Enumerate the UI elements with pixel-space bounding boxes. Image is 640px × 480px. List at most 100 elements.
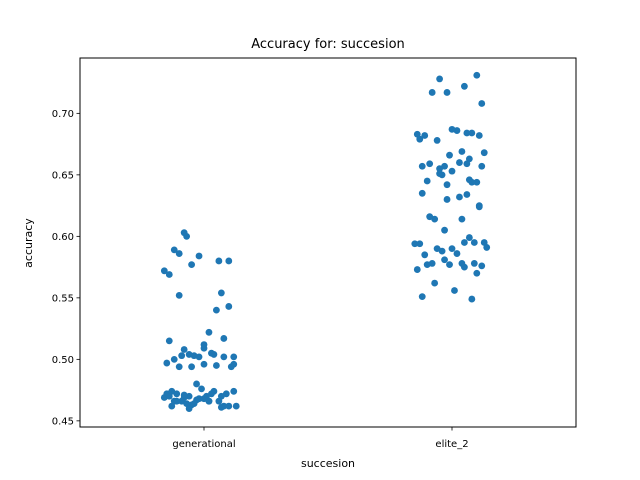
data-point-elite_2 [463, 129, 471, 137]
data-point-generational [225, 303, 233, 310]
data-point-generational [175, 291, 183, 299]
data-point-elite_2 [441, 226, 448, 234]
data-point-elite_2 [436, 165, 443, 173]
data-point-generational [175, 363, 183, 371]
data-point-generational [195, 252, 203, 260]
data-point-elite_2 [448, 125, 456, 133]
data-point-generational [165, 337, 173, 345]
data-point-elite_2 [483, 244, 491, 251]
data-point-generational [180, 391, 188, 399]
data-point-elite_2 [468, 129, 476, 137]
data-point-elite_2 [443, 181, 451, 189]
data-point-elite_2 [458, 148, 466, 155]
data-point-elite_2 [456, 193, 463, 201]
data-point-elite_2 [473, 71, 481, 79]
chart-title: Accuracy for: succesion [251, 37, 405, 52]
data-point-generational [213, 306, 220, 314]
data-point-generational [160, 267, 168, 275]
data-point-elite_2 [475, 132, 483, 139]
data-point-generational [173, 397, 181, 405]
data-point-generational [230, 387, 238, 395]
data-point-generational [200, 360, 208, 368]
data-point-generational [200, 344, 208, 352]
data-point-generational [232, 402, 240, 410]
data-point-elite_2 [478, 162, 486, 170]
data-point-elite_2 [463, 191, 471, 198]
data-point-elite_2 [426, 160, 434, 168]
data-point-generational [170, 355, 178, 363]
data-point-generational [190, 352, 198, 360]
data-point-elite_2 [465, 155, 473, 163]
data-points [160, 71, 491, 412]
data-point-elite_2 [448, 167, 456, 175]
data-point-elite_2 [416, 135, 424, 143]
plot-frame [79, 57, 577, 428]
data-point-generational [188, 363, 196, 371]
data-point-elite_2 [461, 82, 468, 90]
data-point-generational [220, 353, 228, 361]
x-axis: generational elite_2 [172, 427, 469, 450]
data-point-elite_2 [441, 256, 448, 264]
y-tick-label: 0.70 [52, 109, 74, 120]
data-point-elite_2 [418, 189, 426, 197]
data-point-elite_2 [458, 260, 466, 267]
data-point-elite_2 [446, 261, 453, 269]
data-point-elite_2 [423, 177, 431, 185]
data-point-elite_2 [433, 137, 441, 144]
data-point-elite_2 [416, 240, 424, 248]
data-point-elite_2 [475, 202, 483, 210]
data-point-generational [198, 385, 205, 393]
data-point-generational [205, 328, 213, 336]
data-point-generational [217, 403, 225, 411]
data-point-elite_2 [431, 279, 439, 287]
y-tick-label: 0.65 [52, 170, 74, 181]
data-point-elite_2 [443, 89, 451, 96]
data-point-elite_2 [411, 240, 419, 248]
data-point-generational [170, 246, 178, 254]
data-point-generational [230, 353, 238, 361]
data-point-elite_2 [453, 250, 461, 257]
data-point-generational [188, 261, 196, 269]
y-tick-label: 0.50 [52, 355, 74, 366]
data-point-generational [215, 397, 223, 405]
data-point-generational [225, 402, 233, 410]
data-point-generational [208, 390, 215, 398]
data-point-elite_2 [458, 215, 466, 223]
data-point-generational [180, 346, 188, 353]
data-point-elite_2 [468, 178, 476, 186]
data-point-elite_2 [418, 162, 426, 170]
data-point-generational [163, 359, 171, 367]
data-point-elite_2 [451, 287, 458, 294]
data-point-elite_2 [468, 295, 476, 303]
data-point-generational [213, 362, 220, 369]
data-point-generational [195, 395, 203, 403]
data-point-elite_2 [478, 100, 486, 107]
data-point-elite_2 [461, 239, 468, 246]
data-point-generational [217, 289, 225, 297]
data-point-generational [175, 250, 183, 257]
data-point-elite_2 [446, 151, 453, 159]
data-point-generational [165, 271, 173, 278]
data-point-generational [220, 335, 228, 342]
x-tick-label: elite_2 [435, 439, 468, 450]
data-point-elite_2 [428, 89, 436, 96]
data-point-generational [185, 405, 193, 412]
data-point-generational [168, 402, 176, 410]
data-point-elite_2 [436, 75, 443, 83]
data-point-elite_2 [438, 247, 446, 255]
data-point-generational [168, 387, 176, 395]
data-point-elite_2 [443, 196, 451, 203]
data-point-generational [178, 352, 186, 360]
x-tick-label: generational [172, 439, 235, 450]
data-point-generational [208, 349, 215, 357]
y-tick-label: 0.45 [52, 416, 74, 427]
y-axis: 0.45 0.50 0.55 0.60 0.65 0.70 [52, 109, 80, 427]
data-point-elite_2 [470, 260, 478, 267]
data-point-elite_2 [473, 269, 481, 277]
data-point-elite_2 [423, 261, 431, 269]
data-point-elite_2 [465, 234, 473, 241]
data-point-elite_2 [421, 251, 429, 259]
data-point-elite_2 [470, 239, 478, 246]
